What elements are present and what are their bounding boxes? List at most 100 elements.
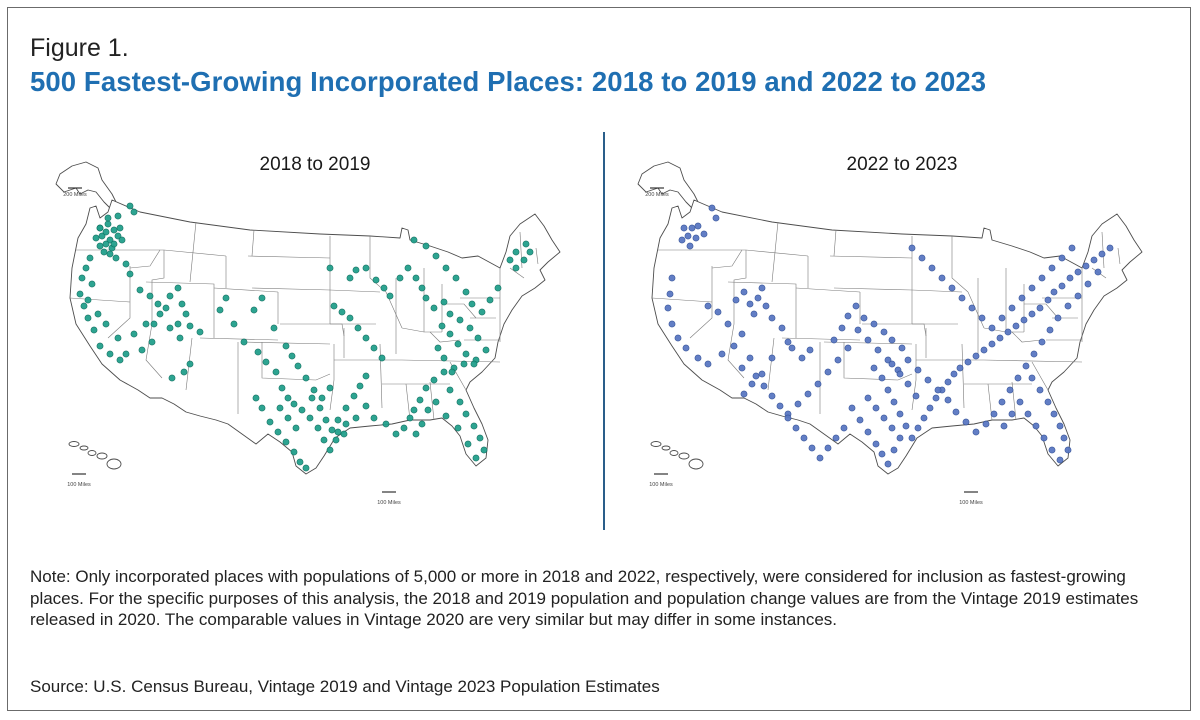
place-dot	[310, 386, 318, 394]
place-dot	[1048, 446, 1056, 454]
place-dot	[990, 410, 998, 418]
place-dot	[274, 428, 282, 436]
place-dot	[230, 320, 238, 328]
place-dot	[982, 420, 990, 428]
place-dot	[296, 458, 304, 466]
place-dot	[1028, 310, 1036, 318]
place-dot	[674, 334, 682, 342]
place-dot	[1046, 326, 1054, 334]
place-dot	[370, 414, 378, 422]
place-dot	[284, 414, 292, 422]
place-dot	[746, 300, 754, 308]
place-dot	[932, 394, 940, 402]
place-dot	[1020, 316, 1028, 324]
state-border-16	[247, 255, 331, 259]
place-dot	[824, 368, 832, 376]
place-dot	[794, 400, 802, 408]
place-dot	[114, 334, 122, 342]
place-dot	[748, 380, 756, 388]
place-dot	[950, 370, 958, 378]
place-dot	[1098, 250, 1106, 258]
map-2022-2023: 2022 to 2023 200 Miles 100 Miles 100 Miles	[637, 154, 1143, 506]
place-dot	[1044, 296, 1052, 304]
place-dot	[1090, 256, 1098, 264]
place-dot	[732, 296, 740, 304]
place-dot	[102, 320, 110, 328]
state-border-48	[1117, 247, 1121, 265]
state-border-30	[961, 343, 965, 409]
place-dot	[306, 414, 314, 422]
place-dot	[86, 254, 94, 262]
place-dot	[860, 314, 868, 322]
place-dot	[240, 338, 248, 346]
place-dot	[106, 250, 114, 258]
place-dot	[196, 328, 204, 336]
place-dot	[1054, 314, 1062, 322]
place-dot	[468, 300, 476, 308]
place-dot	[150, 320, 158, 328]
place-dot	[724, 320, 732, 328]
place-dot	[432, 398, 440, 406]
place-dot	[412, 430, 420, 438]
hawaii-scale-label: 100 Miles	[67, 482, 91, 488]
place-dot	[878, 374, 886, 382]
conus-outline	[651, 199, 1143, 475]
place-dot	[668, 274, 676, 282]
place-dot	[330, 302, 338, 310]
place-dot	[126, 202, 134, 210]
conus-scale-label: 100 Miles	[377, 500, 401, 506]
place-dot	[298, 406, 306, 414]
place-dot	[760, 382, 768, 390]
map-divider	[603, 132, 605, 530]
place-dot	[952, 408, 960, 416]
place-dot	[294, 362, 302, 370]
place-dot	[180, 368, 188, 376]
place-dot	[988, 340, 996, 348]
state-border-33	[983, 327, 1007, 333]
place-dot	[416, 396, 424, 404]
place-dot	[328, 426, 336, 434]
place-dot	[840, 424, 848, 432]
place-dot	[1008, 410, 1016, 418]
place-dot	[700, 230, 708, 238]
place-dot	[1050, 288, 1058, 296]
state-border-8	[163, 249, 227, 257]
place-dot	[480, 446, 488, 454]
place-dot	[142, 320, 150, 328]
place-dot	[156, 310, 164, 318]
place-dot	[964, 358, 972, 366]
source-text: Source: U.S. Census Bureau, Vintage 2019…	[30, 677, 660, 696]
place-dot	[314, 424, 322, 432]
place-dot	[506, 256, 514, 264]
place-dot	[798, 354, 806, 362]
place-dot	[440, 354, 448, 362]
place-dot	[126, 270, 134, 278]
place-dot	[704, 360, 712, 368]
place-dot	[768, 314, 776, 322]
place-dot	[684, 232, 692, 240]
hawaii-island-1	[650, 441, 662, 447]
place-dot	[830, 336, 838, 344]
place-dot	[474, 334, 482, 342]
place-dot	[526, 248, 534, 256]
place-dot	[102, 240, 110, 248]
alaska-outline	[55, 161, 119, 211]
place-dot	[322, 416, 330, 424]
place-dot	[114, 212, 122, 220]
place-dot	[762, 302, 770, 310]
figure-title: 500 Fastest-Growing Incorporated Places:…	[30, 66, 987, 97]
place-dot	[356, 382, 364, 390]
place-dot	[494, 284, 502, 292]
place-dot	[1056, 422, 1064, 430]
place-dot	[454, 340, 462, 348]
place-dot	[100, 248, 108, 256]
place-dot	[758, 284, 766, 292]
place-dot	[808, 444, 816, 452]
place-dot	[418, 420, 426, 428]
place-dot	[410, 236, 418, 244]
place-dot	[888, 336, 896, 344]
place-dot	[118, 236, 126, 244]
state-border-16	[829, 255, 913, 259]
state-border-17	[251, 287, 331, 291]
state-border-41	[1031, 361, 1049, 391]
